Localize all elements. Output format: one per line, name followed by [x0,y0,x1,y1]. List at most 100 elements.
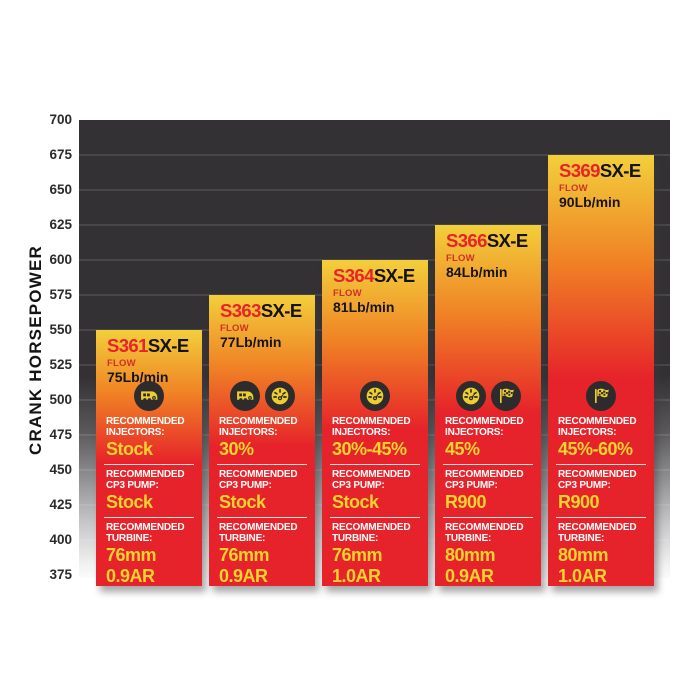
spec-label-line1: RECOMMENDED [106,416,185,427]
y-tick-650: 650 [49,182,72,197]
spec-label: RECOMMENDED INJECTORS: [445,416,533,438]
bar-header: S366SX-E FLOW 84Lb/min [435,225,541,281]
spec-value: Stock [106,492,153,512]
spec-label-line1: RECOMMENDED [219,416,298,427]
y-tick-475: 475 [49,427,72,442]
spec-value: 30%-45% [332,439,407,459]
usage-icons [435,380,541,411]
spec-label-line1: RECOMMENDED [106,522,185,533]
spec-label-line2: CP3 PUMP: [558,480,611,491]
spec-section: RECOMMENDED INJECTORS: Stock [96,416,202,459]
spec-section: RECOMMENDED INJECTORS: 45%-60% [548,416,654,459]
bar-spec-block: RECOMMENDED INJECTORS: 30%-45% RECOMMENDED C… [322,380,428,586]
spec-section: RECOMMENDED TURBINE: 76mm 0.9AR [96,522,202,586]
y-tick-425: 425 [49,497,72,512]
spec-label-line2: TURBINE: [558,533,605,544]
y-tick-550: 550 [49,322,72,337]
spec-section: RECOMMENDED CP3 PUMP: R900 [435,469,541,512]
usage-icons [209,380,315,411]
spec-label-line1: RECOMMENDED [332,469,411,480]
spec-label-line1: RECOMMENDED [558,469,637,480]
y-tick-500: 500 [49,392,72,407]
model-series: SX-E [147,335,189,356]
section-divider [330,464,420,465]
spec-label-line2: CP3 PUMP: [332,480,385,491]
model-name: S369SX-E [559,161,649,181]
flow-value: 81Lb/min [333,299,395,315]
spec-label: RECOMMENDED TURBINE: [332,522,420,544]
spec-label: RECOMMENDED CP3 PUMP: [219,469,307,491]
spec-value: 45%-60% [558,439,633,459]
bar-S366SX-E: S366SX-E FLOW 84Lb/min RECOMMENDED INJECTORS… [435,225,541,586]
model-name: S361SX-E [107,336,197,356]
y-tick-525: 525 [49,357,72,372]
spec-value: 45% [445,439,480,459]
spec-label: RECOMMENDED CP3 PUMP: [445,469,533,491]
spec-value: 0.9AR [219,566,268,586]
spec-value: Stock [106,439,153,459]
spec-label-line2: INJECTORS: [558,427,617,438]
spec-label-line1: RECOMMENDED [332,416,411,427]
y-tick-375: 375 [49,567,72,582]
model-number: S363 [220,300,261,321]
gauge-icon [264,380,295,411]
model-number: S361 [107,335,148,356]
spec-label-line1: RECOMMENDED [558,522,637,533]
usage-icons [322,380,428,411]
spec-value: 30% [219,439,254,459]
spec-label-line1: RECOMMENDED [332,522,411,533]
y-tick-700: 700 [49,112,72,127]
flow-label: FLOW [220,323,249,334]
spec-value: R900 [558,492,600,512]
spec-value: 76mm [219,545,270,565]
flow-label: FLOW [559,183,588,194]
spec-label: RECOMMENDED TURBINE: [558,522,646,544]
y-tick-600: 600 [49,252,72,267]
y-tick-400: 400 [49,532,72,547]
spec-section: RECOMMENDED CP3 PUMP: R900 [548,469,654,512]
bar-header: S361SX-E FLOW 75Lb/min [96,330,202,386]
spec-label-line1: RECOMMENDED [219,522,298,533]
model-series: SX-E [373,265,415,286]
spec-label-line1: RECOMMENDED [558,416,637,427]
bar-S364SX-E: S364SX-E FLOW 81Lb/min RECOMMENDED INJECTORS… [322,260,428,586]
model-number: S364 [333,265,374,286]
spec-value: 0.9AR [106,566,155,586]
model-series: SX-E [486,230,528,251]
bar-spec-block: RECOMMENDED INJECTORS: 45% RECOMMENDED CP3 P… [435,380,541,586]
flow-label: FLOW [446,253,475,264]
spec-value: R900 [445,492,487,512]
spec-label: RECOMMENDED INJECTORS: [558,416,646,438]
gridline-650 [79,189,670,191]
bar-spec-block: RECOMMENDED INJECTORS: 30% RECOMMENDED CP3 P… [209,380,315,586]
spec-label: RECOMMENDED TURBINE: [106,522,194,544]
spec-label-line2: TURBINE: [445,533,492,544]
section-divider [556,517,646,518]
model-name: S366SX-E [446,231,536,251]
spec-section: RECOMMENDED CP3 PUMP: Stock [96,469,202,512]
section-divider [104,517,194,518]
spec-value: 76mm [106,545,157,565]
spec-section: RECOMMENDED TURBINE: 80mm 0.9AR [435,522,541,586]
spec-label: RECOMMENDED TURBINE: [445,522,533,544]
spec-value: Stock [332,492,379,512]
spec-label-line2: TURBINE: [219,533,266,544]
spec-value: 1.0AR [332,566,381,586]
section-divider [217,517,307,518]
spec-label-line1: RECOMMENDED [106,469,185,480]
spec-label-line2: INJECTORS: [106,427,165,438]
bar-spec-block: RECOMMENDED INJECTORS: Stock RECOMMENDED CP3… [96,380,202,586]
bar-S369SX-E: S369SX-E FLOW 90Lb/min RECOMMENDED INJECTORS… [548,155,654,586]
spec-label-line2: CP3 PUMP: [219,480,272,491]
rv-icon [134,380,164,411]
model-series: SX-E [599,160,641,181]
spec-section: RECOMMENDED INJECTORS: 30%-45% [322,416,428,459]
spec-label: RECOMMENDED INJECTORS: [332,416,420,438]
spec-label: RECOMMENDED CP3 PUMP: [558,469,646,491]
usage-icons [548,380,654,411]
spec-value: 1.0AR [558,566,607,586]
section-divider [556,464,646,465]
section-divider [443,464,533,465]
spec-label: RECOMMENDED INJECTORS: [106,416,194,438]
bar-header: S364SX-E FLOW 81Lb/min [322,260,428,316]
